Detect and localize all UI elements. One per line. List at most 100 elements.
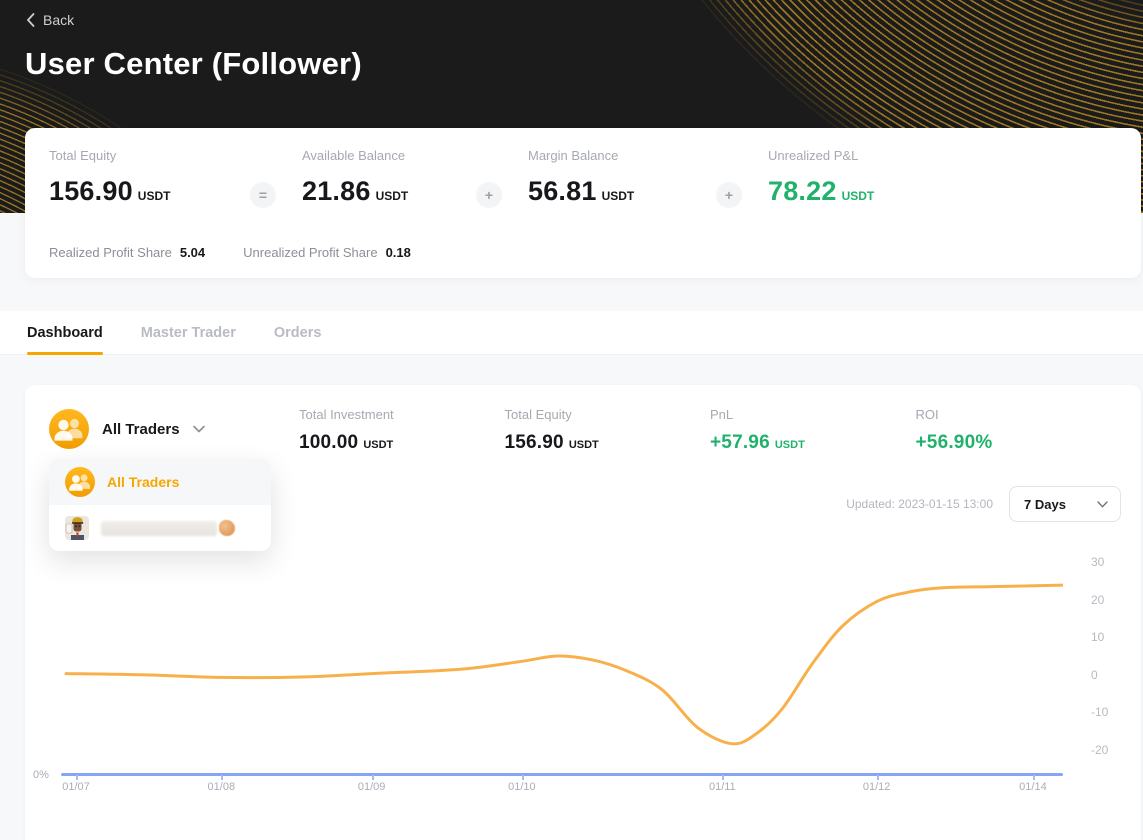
stat-roi: ROI +56.90%: [916, 407, 1122, 454]
stat-value-row: +56.90%: [916, 432, 1122, 454]
y-tick-label: -10: [1091, 705, 1109, 720]
stat-label: PnL: [710, 407, 734, 422]
x-axis-tick: [221, 775, 224, 780]
y-tick-label: 30: [1091, 555, 1105, 570]
stat-value-row: 156.90 USDT: [505, 432, 711, 454]
stat-label: Available Balance: [302, 148, 406, 163]
stat-label: ROI: [915, 407, 939, 422]
plus-icon: +: [476, 182, 502, 208]
back-label: Back: [43, 12, 75, 28]
dropdown-item-label: All Traders: [107, 474, 180, 490]
stat-label: Total Investment: [299, 407, 394, 422]
dashboard-panel: All Traders A: [25, 385, 1141, 840]
trader-selector-wrap: All Traders A: [49, 407, 299, 551]
profit-share-value: 0.18: [385, 245, 411, 260]
stat-value-row: 78.22 USDT: [768, 176, 874, 207]
x-axis-tick: [722, 775, 725, 780]
trader-dropdown-menu: All Traders: [49, 459, 271, 551]
stat-value-row: 156.90 USDT: [49, 176, 224, 207]
stat-unit: USDT: [363, 439, 394, 451]
time-range-value: 7 Days: [1024, 496, 1066, 512]
profit-share-item: Realized Profit Share 5.04: [49, 245, 205, 260]
stat-value: 156.90: [49, 176, 133, 206]
tab-dashboard[interactable]: Dashboard: [27, 311, 103, 355]
stat-label: Unrealized P&L: [768, 148, 859, 163]
dropdown-item-master-trader[interactable]: [49, 505, 271, 551]
y-tick-label: 10: [1091, 630, 1105, 645]
blurred-trader-name: [101, 520, 217, 536]
stat-pnl: PnL +57.96 USDT: [710, 407, 916, 454]
stat-value: 56.81: [528, 176, 597, 206]
stat-label: Margin Balance: [528, 148, 619, 163]
tab-orders[interactable]: Orders: [273, 324, 322, 341]
all-traders-avatar-icon: [65, 467, 95, 497]
trader-selector-label: All Traders: [102, 420, 180, 438]
stat-value-row: 21.86 USDT: [302, 176, 450, 207]
trader-selector[interactable]: All Traders: [49, 407, 299, 449]
stat-value-row: 56.81 USDT: [528, 176, 690, 207]
stat-unit: USDT: [774, 439, 805, 451]
tab-bar: Dashboard Master Trader Orders: [0, 311, 1143, 355]
blurred-emoji: [219, 520, 235, 536]
roi-line-chart: 0% 30 20 10 0 -10 -20 01/07 01/08 01/09 01/10 01/…: [33, 536, 1121, 798]
dashboard-stats-row: Total Investment 100.00 USDT Total Equity 15…: [299, 407, 1121, 454]
stat-unit: USDT: [568, 439, 599, 451]
x-axis-baseline: [61, 773, 1063, 776]
roi-line-series: [61, 536, 1063, 776]
stat-total-investment: Total Investment 100.00 USDT: [299, 407, 505, 454]
equals-icon: =: [250, 182, 276, 208]
x-axis-tick: [1032, 775, 1035, 780]
x-axis-tick: [371, 775, 374, 780]
stat-total-equity: Total Equity 156.90 USDT: [505, 407, 711, 454]
stat-value: 100.00: [299, 432, 359, 453]
plus-icon: +: [716, 182, 742, 208]
y-tick-label: 0: [1091, 667, 1098, 682]
x-axis-labels: 01/07 01/08 01/09 01/10 01/11 01/12 01/14: [61, 781, 1063, 797]
x-tick-label: 01/11: [708, 781, 736, 793]
x-axis-tick: [76, 775, 79, 780]
stat-margin-balance: Margin Balance 56.81 USDT: [528, 148, 690, 207]
stat-label: Total Equity: [504, 407, 572, 422]
x-tick-label: 01/12: [862, 781, 891, 793]
stat-value: 21.86: [302, 176, 371, 206]
trader-avatar: [65, 516, 89, 540]
stat-value: +57.96: [710, 432, 770, 453]
stat-value: +56.90%: [915, 432, 993, 453]
x-tick-label: 01/08: [207, 781, 236, 793]
page-title: User Center (Follower): [25, 46, 362, 81]
y-tick-label: 20: [1091, 592, 1105, 607]
x-tick-label: 01/10: [508, 781, 536, 793]
tab-master-trader[interactable]: Master Trader: [140, 324, 236, 341]
x-tick-label: 01/09: [357, 781, 386, 793]
x-tick-label: 01/14: [1019, 781, 1047, 793]
y-tick-label: -20: [1091, 742, 1109, 757]
stat-value-row: 100.00 USDT: [299, 432, 505, 454]
profit-share-label: Unrealized Profit Share: [243, 245, 378, 260]
stat-total-equity: Total Equity 156.90 USDT: [49, 148, 224, 207]
profit-share-label: Realized Profit Share: [49, 245, 172, 260]
profit-share-row: Realized Profit Share 5.04 Unrealized Prof…: [49, 245, 411, 260]
all-traders-avatar-icon: [49, 409, 89, 449]
stat-value-row: +57.96 USDT: [710, 432, 916, 454]
back-button[interactable]: Back: [26, 12, 74, 28]
chart-plot-area: 0%: [33, 536, 1063, 781]
stat-value: 78.22: [768, 176, 837, 206]
x-tick-label: 01/07: [62, 781, 90, 793]
equity-stats-row: Total Equity 156.90 USDT = Available Balance…: [25, 128, 1141, 208]
updated-timestamp: Updated: 2023-01-15 13:00: [846, 497, 993, 511]
dashboard-top-row: All Traders A: [49, 407, 1121, 551]
chart-controls-row: Updated: 2023-01-15 13:00 7 Days: [49, 486, 1121, 522]
chevron-down-icon: [1097, 495, 1108, 513]
x-axis-tick: [521, 775, 524, 780]
time-range-select[interactable]: 7 Days: [1009, 486, 1121, 522]
baseline-zero-label: 0%: [33, 769, 49, 781]
chevron-left-icon: [26, 13, 35, 27]
profit-share-value: 5.04: [179, 245, 206, 260]
stat-unit: USDT: [137, 189, 171, 203]
y-axis-labels: 30 20 10 0 -10 -20: [1071, 536, 1121, 776]
stat-label: Total Equity: [49, 148, 117, 163]
chevron-down-icon: [192, 420, 205, 438]
dropdown-item-all-traders[interactable]: All Traders: [49, 459, 271, 505]
stat-unit: USDT: [375, 189, 409, 203]
